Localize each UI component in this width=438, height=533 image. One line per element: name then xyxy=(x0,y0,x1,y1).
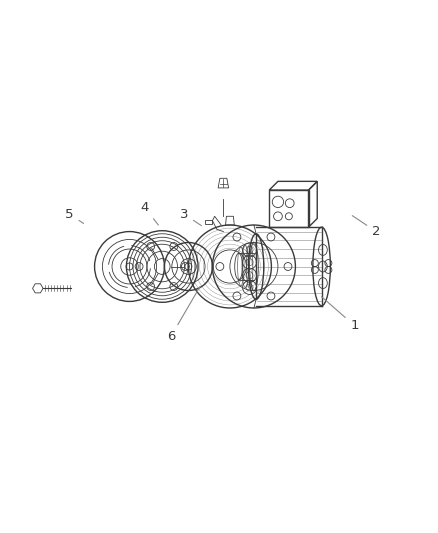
Text: 5: 5 xyxy=(65,208,84,223)
Text: 1: 1 xyxy=(321,297,359,332)
Text: 2: 2 xyxy=(352,216,381,238)
Text: 6: 6 xyxy=(167,286,200,343)
Text: 4: 4 xyxy=(141,201,159,225)
Text: 3: 3 xyxy=(180,208,201,225)
